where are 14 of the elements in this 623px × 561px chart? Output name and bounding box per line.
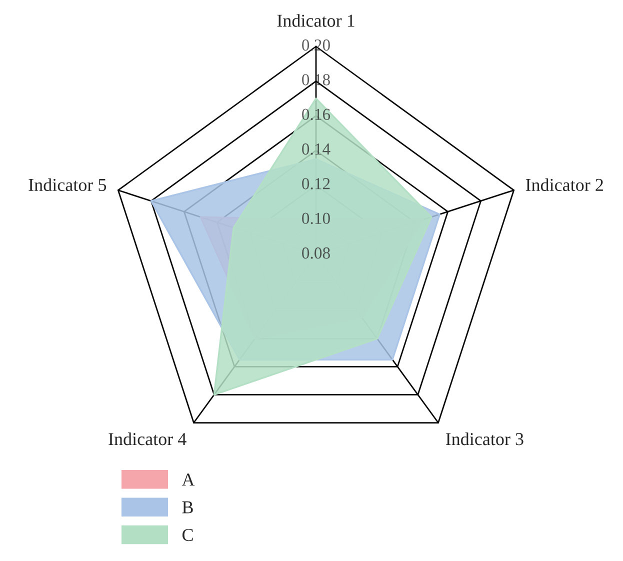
y-tick-label: 0.14 <box>302 143 330 155</box>
spoke-label: Indicator 3 <box>446 432 524 446</box>
spoke-label: Indicator 1 <box>277 14 354 27</box>
y-tick-label: 0.20 <box>302 39 330 51</box>
legend-label: C <box>182 528 193 542</box>
spoke-label: Indicator 4 <box>108 432 186 446</box>
y-tick-label: 0.16 <box>302 108 330 120</box>
y-tick-label: 0.12 <box>302 178 330 190</box>
legend-label: B <box>182 501 193 514</box>
y-tick-label: 0.10 <box>302 212 330 224</box>
spoke-label: Indicator 2 <box>526 178 603 192</box>
legend-label: A <box>182 474 195 486</box>
spoke-label: Indicator 5 <box>28 178 106 192</box>
y-tick-label: 0.08 <box>302 247 330 259</box>
